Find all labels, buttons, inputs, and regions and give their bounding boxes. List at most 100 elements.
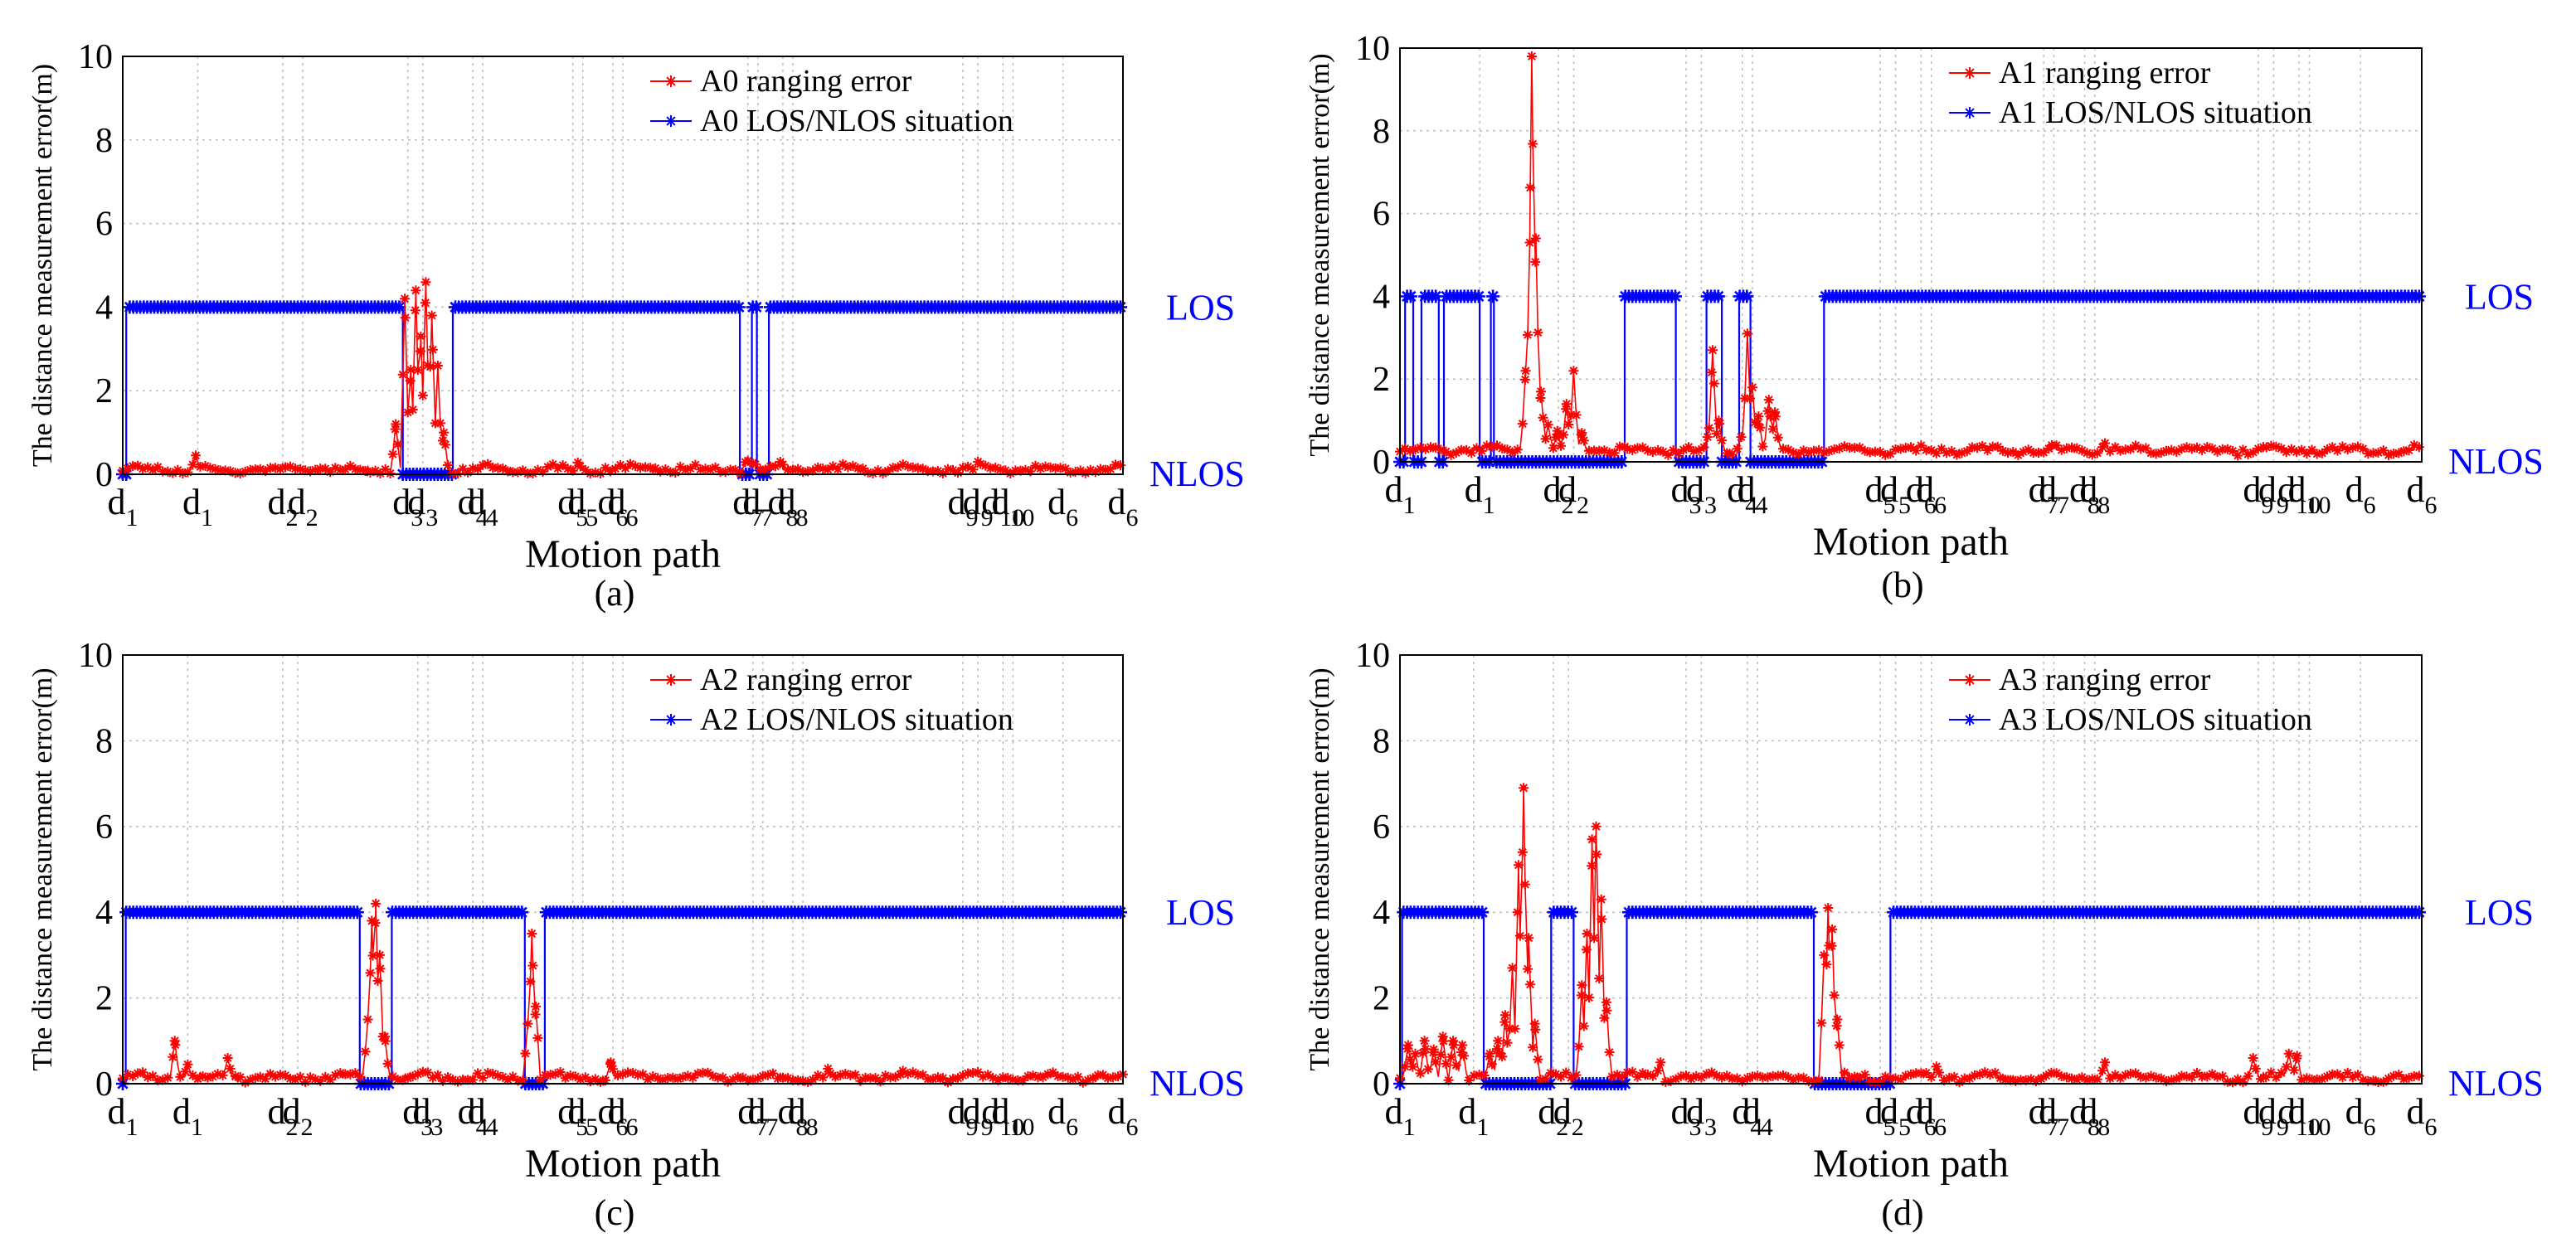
y-tick-label: 10 [78, 38, 113, 76]
y-tick-label: 10 [1355, 637, 1390, 675]
plot-frame [122, 654, 1124, 1085]
x-tick-label: d3 [412, 1091, 443, 1141]
y-tick-label: 2 [95, 372, 113, 410]
x-tick-label: d4 [458, 482, 488, 531]
legend-swatch-marker [1964, 67, 1976, 79]
plot-frame [122, 56, 1124, 475]
x-tick-label: d1 [1385, 1091, 1416, 1141]
x-tick-label: d3 [1686, 1091, 1717, 1141]
x-tick-label: d4 [458, 1091, 488, 1141]
los-label: LOS [2465, 276, 2534, 317]
x-tick-label: d3 [407, 482, 438, 531]
x-tick-label: d8 [2069, 1091, 2100, 1141]
x-tick-label: d10 [991, 1091, 1034, 1141]
y-tick-label: 8 [95, 122, 113, 160]
y-axis-label: The distance measurement error(m) [27, 64, 58, 467]
x-tick-label: d5 [1880, 1091, 1911, 1141]
ranging-error-series-markers [1395, 783, 2424, 1088]
x-tick-label: d3 [1670, 1091, 1701, 1141]
legend-swatch-marker [665, 75, 677, 87]
legend-entry-los-nlos: A0 LOS/NLOS situation [700, 104, 1013, 138]
legend: A1 ranging error A1 LOS/NLOS situation [1949, 56, 2312, 130]
legend-swatch-marker [665, 115, 677, 127]
x-tick-label: d6 [597, 1091, 628, 1141]
x-tick-label: d2 [283, 1091, 313, 1141]
y-tick-label: 0 [1373, 444, 1390, 482]
x-tick-label: d5 [557, 1091, 588, 1141]
x-axis-label: Motion path [1813, 1142, 2009, 1186]
legend-entry-los-nlos: A3 LOS/NLOS situation [1999, 702, 2312, 737]
legend-swatch-marker [1964, 714, 1976, 726]
y-tick-label: 6 [95, 206, 113, 244]
los-label: LOS [2465, 892, 2534, 933]
y-tick-label: 0 [1373, 1065, 1390, 1104]
x-tick-label: d9 [2243, 1091, 2273, 1141]
y-tick-label: 4 [95, 289, 113, 327]
x-tick-label: d6 [1047, 482, 1078, 531]
y-axis-label: The distance measurement error(m) [1305, 667, 1335, 1070]
x-tick-label: d6 [2345, 469, 2376, 519]
x-tick-label: d7 [2039, 469, 2069, 519]
x-tick-label: d10 [2277, 469, 2321, 519]
x-tick-label: d2 [1558, 469, 1589, 519]
nlos-label: NLOS [2448, 1063, 2544, 1104]
panel-caption: (b) [1881, 565, 1923, 605]
x-tick-label: d10 [981, 1091, 1024, 1141]
x-tick-label: d1 [1458, 1091, 1489, 1141]
x-axis-label: Motion path [1813, 520, 2009, 564]
x-tick-label: d6 [1906, 1091, 1937, 1141]
y-tick-label: 4 [95, 894, 113, 932]
plot-frame [1399, 654, 2423, 1085]
x-tick-label: d4 [468, 1091, 498, 1141]
x-tick-label: d2 [267, 1091, 298, 1141]
panel-caption: (a) [595, 573, 635, 614]
y-tick-label: 2 [95, 980, 113, 1018]
x-tick-label: d7 [2029, 1091, 2059, 1141]
x-tick-label: d2 [1538, 1091, 1568, 1141]
x-tick-label: d1 [108, 482, 139, 531]
ranging-error-series-line [122, 903, 1124, 1085]
x-tick-label: d10 [2287, 469, 2331, 519]
x-tick-label: d3 [1686, 469, 1717, 519]
y-tick-label: 8 [95, 722, 113, 760]
x-tick-label: d7 [2039, 1091, 2069, 1141]
x-tick-label: d2 [267, 482, 298, 531]
legend-swatch-marker [1964, 107, 1976, 119]
legend-entry-ranging-error: A0 ranging error [700, 64, 912, 99]
y-tick-label: 0 [95, 456, 113, 494]
y-tick-label: 4 [1373, 894, 1390, 932]
y-tick-label: 6 [1373, 196, 1390, 234]
y-tick-label: 6 [95, 808, 113, 847]
x-tick-label: d1 [173, 1091, 203, 1141]
x-tick-label: d3 [392, 482, 423, 531]
y-tick-label: 0 [95, 1065, 113, 1104]
x-tick-label: d3 [1670, 469, 1701, 519]
los-nlos-series-line [123, 911, 1123, 1085]
x-tick-label: d1 [1385, 469, 1416, 519]
x-tick-label: d4 [1727, 469, 1757, 519]
x-axis-label: Motion path [525, 532, 721, 576]
x-tick-label: d5 [1880, 469, 1911, 519]
x-tick-label: d9 [2258, 469, 2289, 519]
y-tick-label: 2 [1373, 361, 1390, 399]
x-tick-label: d8 [2069, 469, 2100, 519]
y-tick-label: 8 [1373, 113, 1390, 151]
y-axis-label: The distance measurement error(m) [1305, 53, 1335, 456]
y-axis-label: The distance measurement error(m) [27, 667, 58, 1070]
x-tick-label: d4 [1738, 469, 1768, 519]
x-tick-label: d4 [1732, 1091, 1762, 1141]
legend-entry-ranging-error: A1 ranging error [1999, 56, 2211, 90]
legend: A0 ranging error A0 LOS/NLOS situation [650, 64, 1013, 138]
nlos-label: NLOS [1149, 1063, 1245, 1104]
x-tick-label: d7 [742, 482, 773, 531]
x-tick-label: d9 [963, 1091, 994, 1141]
panel-caption: (d) [1881, 1192, 1923, 1233]
x-tick-label: d7 [2029, 469, 2059, 519]
x-tick-label: d1 [1465, 469, 1495, 519]
x-tick-label: d1 [108, 1091, 139, 1141]
los-label: LOS [1166, 892, 1235, 933]
x-tick-label: d5 [557, 482, 588, 531]
x-tick-label: d4 [468, 482, 498, 531]
legend-entry-ranging-error: A3 ranging error [1999, 662, 2211, 697]
